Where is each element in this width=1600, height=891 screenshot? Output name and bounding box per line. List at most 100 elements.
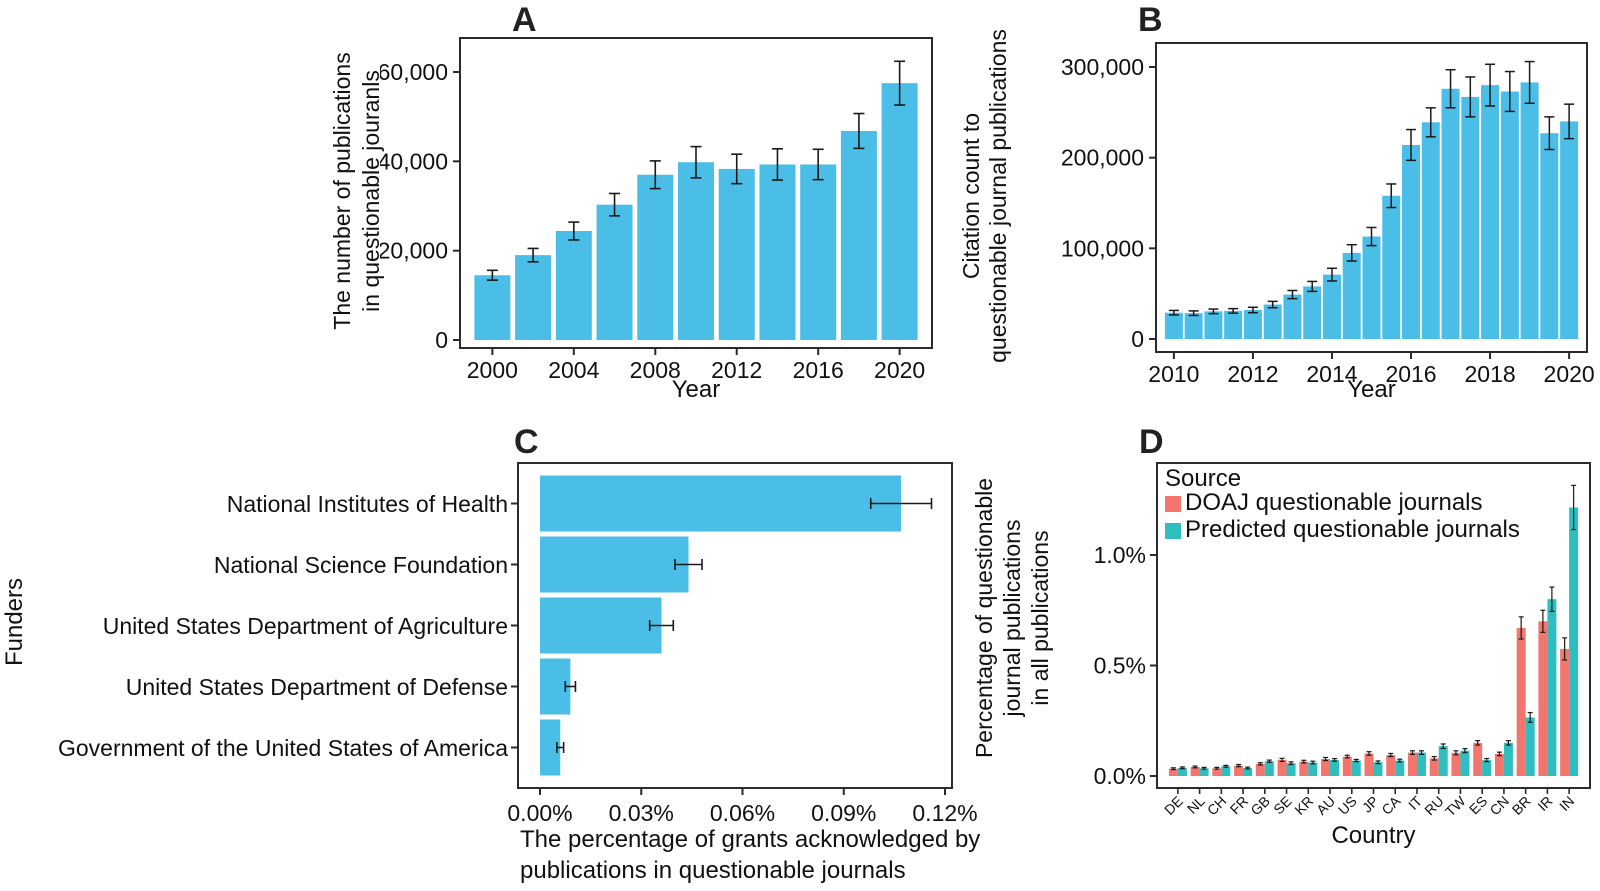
bar	[1184, 313, 1203, 339]
panel-c-y-axis-title: Funders	[1, 577, 28, 667]
bar	[881, 83, 918, 340]
panel-a-y-axis-title-line1: The number of publications	[329, 52, 355, 330]
bar-predicted	[1416, 752, 1426, 776]
x-tick-label: 2020	[874, 357, 925, 383]
bar-predicted	[1503, 742, 1513, 776]
bar	[1402, 144, 1421, 339]
x-axis: 2010 2012 2014 2016 2018 2020	[1148, 352, 1595, 387]
bar-predicted	[1177, 767, 1187, 776]
legend-entry-label: Predicted questionable journals	[1185, 516, 1520, 543]
bar	[759, 164, 796, 340]
category-label: National Science Foundation	[213, 551, 508, 578]
bar	[540, 597, 662, 654]
x-tick-label: 0.03%	[609, 800, 674, 826]
x-tick-label-country: BR	[1509, 793, 1534, 818]
bar-doaj	[1429, 758, 1439, 776]
x-tick-label: 0.06%	[710, 800, 775, 826]
bar-predicted	[1199, 768, 1209, 776]
bar-doaj	[1407, 752, 1417, 776]
panel-c-chart: 0.00% 0.03% 0.06% 0.09% 0.12%	[507, 462, 978, 826]
bar	[1461, 96, 1480, 339]
panel-d-x-axis-title: Country	[1331, 822, 1416, 849]
x-tick-label-country: AU	[1313, 793, 1338, 818]
bar-doaj	[1168, 768, 1178, 776]
x-tick-label: 2008	[630, 357, 681, 383]
x-tick-label: 2014	[1306, 361, 1357, 387]
panel-a-letter: A	[512, 1, 537, 39]
x-tick-label-country: CA	[1378, 792, 1404, 818]
bar	[1303, 286, 1322, 339]
bar	[596, 204, 633, 340]
bar	[1322, 274, 1341, 339]
bar	[1283, 294, 1302, 339]
bar	[1342, 252, 1361, 339]
x-tick-label-country: IN	[1556, 793, 1577, 814]
x-tick-label-country: US	[1335, 793, 1360, 818]
y-tick-label: 0	[1131, 326, 1144, 352]
bar-doaj	[1451, 752, 1461, 776]
bar	[840, 130, 877, 340]
x-tick-label-country: IR	[1534, 793, 1555, 814]
bar-doaj	[1299, 761, 1309, 776]
bar-predicted	[1351, 760, 1361, 776]
bar-predicted	[1569, 507, 1579, 776]
panel-b-y-axis-title-line2: questionable journal publications	[985, 29, 1011, 363]
bar-doaj	[1190, 766, 1200, 776]
x-tick-label-country: GB	[1247, 793, 1273, 819]
x-tick-label-country: CN	[1486, 793, 1512, 819]
bar-doaj	[1255, 763, 1265, 776]
y-tick-label: 0.5%	[1094, 653, 1146, 679]
bar	[1540, 133, 1559, 339]
x-axis: 0.00% 0.03% 0.06% 0.09% 0.12%	[507, 788, 978, 826]
plot-border	[1156, 462, 1591, 789]
x-tick-label-country: IT	[1405, 792, 1425, 812]
category-label: United States Department of Agriculture	[102, 612, 508, 639]
panel-c-x-axis-title-line2: publications in questionable journals	[520, 857, 906, 884]
bar	[1421, 122, 1440, 339]
bar	[1560, 121, 1579, 340]
x-tick-label-country: JP	[1359, 793, 1382, 816]
bar-predicted	[1525, 717, 1535, 776]
bar-predicted	[1286, 763, 1296, 776]
bar	[1204, 311, 1223, 339]
bar-doaj	[1321, 758, 1331, 776]
bar-doaj	[1538, 621, 1548, 776]
bar	[678, 162, 714, 340]
bar	[555, 231, 592, 340]
bar-predicted	[1547, 599, 1557, 776]
x-tick-label-country: CH	[1204, 793, 1230, 819]
bars	[474, 83, 918, 340]
x-tick-label: 2012	[1227, 361, 1278, 387]
x-tick-label: 2000	[467, 357, 518, 383]
legend-swatch	[1165, 523, 1181, 539]
y-axis: 0 20,000 40,000 60,000	[380, 59, 460, 353]
bar-doaj	[1560, 648, 1570, 776]
x-tick-label-country: ES	[1466, 793, 1491, 818]
bar-predicted	[1460, 750, 1470, 776]
bar	[540, 475, 902, 532]
bar-doaj	[1364, 753, 1374, 776]
panel-b-y-axis-title-line1: Citation count to	[958, 112, 984, 280]
x-tick-label: 0.00%	[507, 800, 572, 826]
panel-b-x-axis-title: Year	[1347, 376, 1396, 403]
bar-predicted	[1438, 746, 1448, 776]
legend-title: Source	[1165, 465, 1241, 492]
bar-predicted	[1330, 759, 1340, 776]
bar-predicted	[1221, 766, 1231, 776]
x-tick-label: 2016	[1385, 361, 1436, 387]
bar-doaj	[1277, 759, 1287, 776]
bar	[1520, 82, 1539, 339]
bar	[1243, 309, 1262, 339]
error-bars	[556, 498, 933, 753]
bar-doaj	[1234, 765, 1244, 776]
bar-doaj	[1516, 627, 1526, 776]
error-bars	[1170, 484, 1577, 771]
x-axis: 2000 2004 2008 2012 2016 2020	[467, 348, 925, 383]
bar	[637, 174, 674, 340]
y-axis: 0.0% 0.5% 1.0%	[1094, 542, 1157, 789]
